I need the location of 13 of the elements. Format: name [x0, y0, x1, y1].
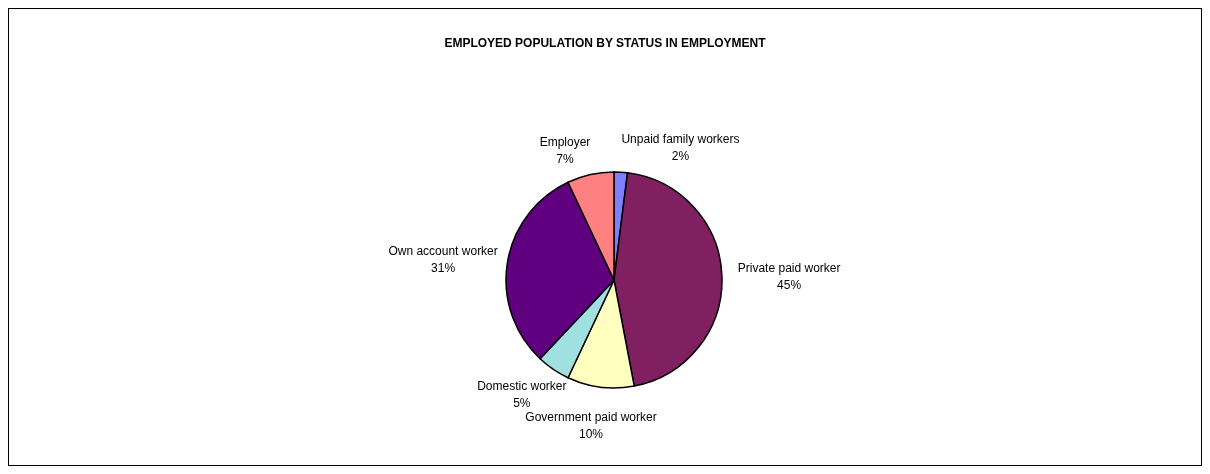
slice-label: Private paid worker — [737, 260, 841, 275]
data-label: 2% — [671, 149, 690, 164]
data-label: 7% — [556, 152, 574, 167]
data-label: 45% — [777, 277, 802, 292]
slice-label: Employer — [539, 135, 591, 150]
slice-label: Government paid worker — [525, 410, 657, 425]
data-label: 10% — [578, 427, 604, 442]
slice-label: Domestic worker — [477, 378, 567, 393]
slice-label: Unpaid family workers — [621, 132, 740, 147]
slice-label: Own account worker — [388, 244, 498, 259]
data-label: 31% — [431, 261, 456, 276]
data-label: 5% — [513, 395, 531, 410]
chart-title: EMPLOYED POPULATION BY STATUS IN EMPLOYMENT — [444, 36, 767, 50]
